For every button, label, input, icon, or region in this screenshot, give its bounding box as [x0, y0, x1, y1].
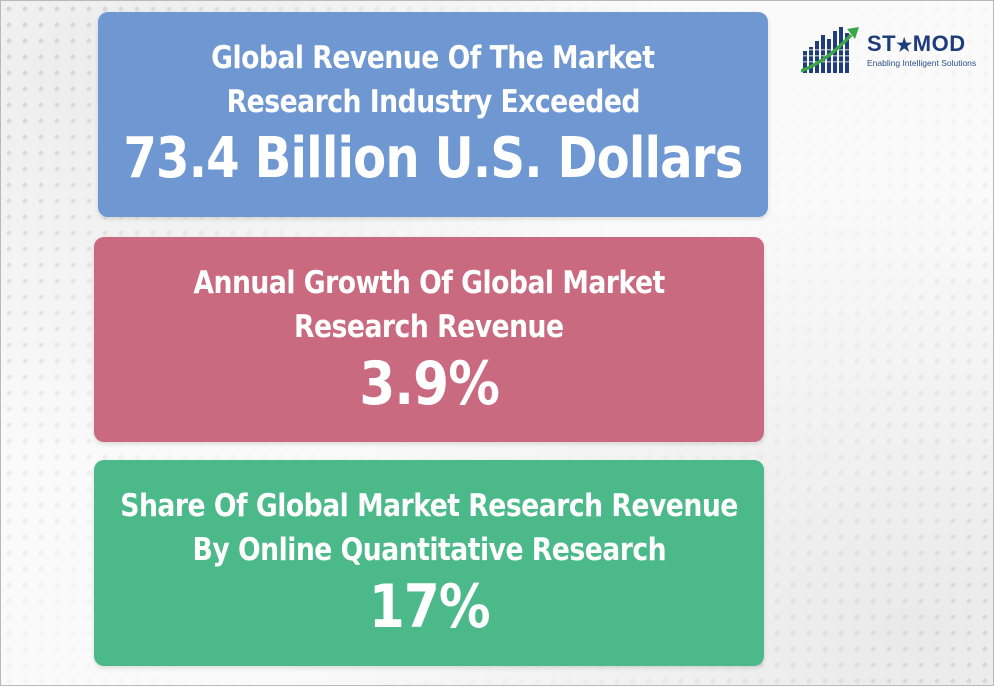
share-label-line2: By Online Quantitative Research [192, 532, 666, 568]
logo-tagline: Enabling Intelligent Solutions [867, 58, 977, 68]
logo-brand-suffix: MOD [912, 31, 966, 56]
share-card: Share Of Global Market Research Revenue … [94, 460, 764, 666]
revenue-label-line1: Global Revenue Of The Market [211, 39, 655, 76]
logo-wordmark: ST★MOD [867, 31, 966, 57]
revenue-label-line2: Research Industry Exceeded [226, 83, 640, 120]
stmod-logo: ST★MOD Enabling Intelligent Solutions [801, 21, 981, 77]
share-value: 17% [368, 572, 491, 642]
growth-card: Annual Growth Of Global Market Research … [94, 237, 764, 442]
growth-value: 3.9% [359, 348, 500, 419]
bar-chart-arrow-icon [801, 27, 859, 73]
revenue-card: Global Revenue Of The Market Research In… [98, 12, 768, 217]
star-icon: ★ [896, 35, 913, 55]
logo-brand-prefix: ST [867, 31, 897, 56]
growth-label-line2: Research Revenue [294, 308, 564, 345]
revenue-value: 73.4 Billion U.S. Dollars [123, 125, 743, 191]
share-label-line1: Share Of Global Market Research Revenue [120, 488, 738, 524]
growth-label-line1: Annual Growth Of Global Market [193, 264, 665, 301]
